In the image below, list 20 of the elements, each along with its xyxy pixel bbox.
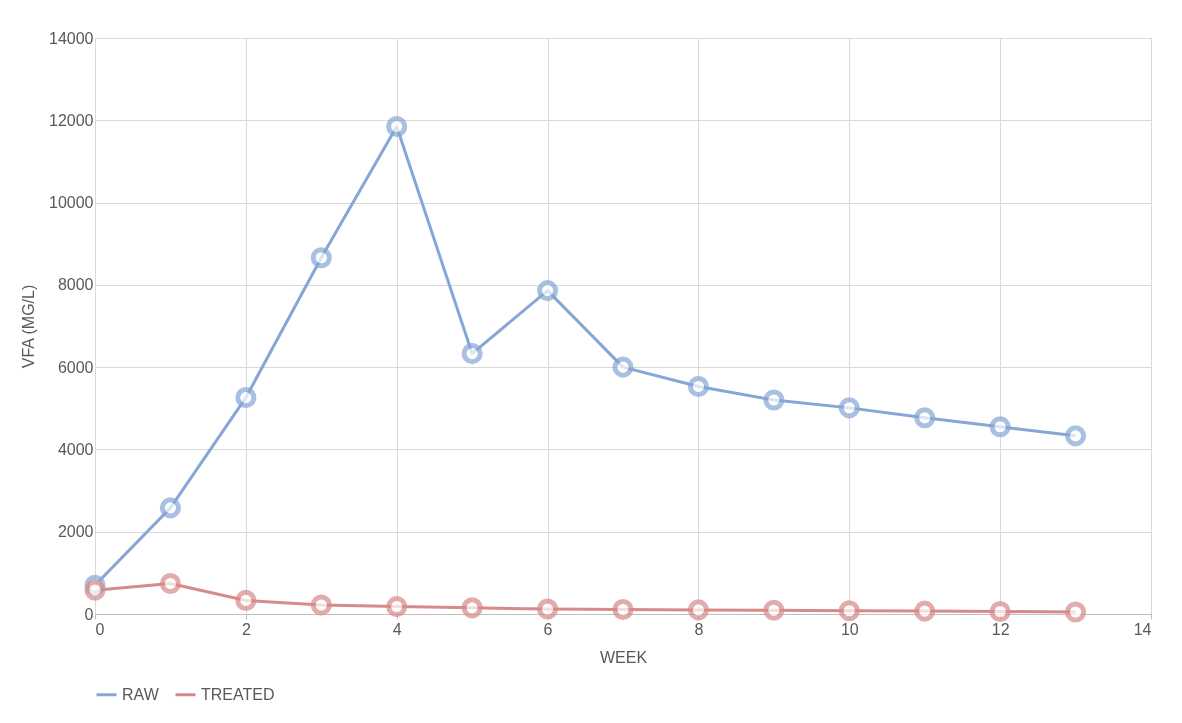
y-tick-label: 6000 (57, 358, 94, 376)
y-tick-label: 2000 (57, 523, 94, 541)
x-tick-label: 14 (1133, 620, 1152, 638)
x-axis-title: WEEK (599, 648, 648, 666)
y-axis-title: VFA (MG/L) (20, 284, 38, 369)
x-tick-label: 8 (694, 620, 704, 638)
x-tick-label: 12 (991, 620, 1010, 638)
x-tick-label: 4 (392, 620, 402, 638)
y-tick-label: 4000 (57, 440, 94, 458)
x-tick-label: 0 (95, 620, 105, 638)
x-tick-label: 10 (840, 620, 859, 638)
x-tick-label: 6 (543, 620, 553, 638)
y-tick-label: 8000 (57, 276, 94, 294)
y-tick-label: 10000 (49, 194, 94, 212)
y-tick-label: 0 (84, 605, 94, 623)
legend-label: RAW (122, 685, 160, 703)
x-tick-label: 2 (241, 620, 251, 638)
y-tick-label: 12000 (49, 111, 94, 129)
y-tick-label: 14000 (49, 29, 94, 47)
legend-label: TREATED (201, 685, 275, 703)
